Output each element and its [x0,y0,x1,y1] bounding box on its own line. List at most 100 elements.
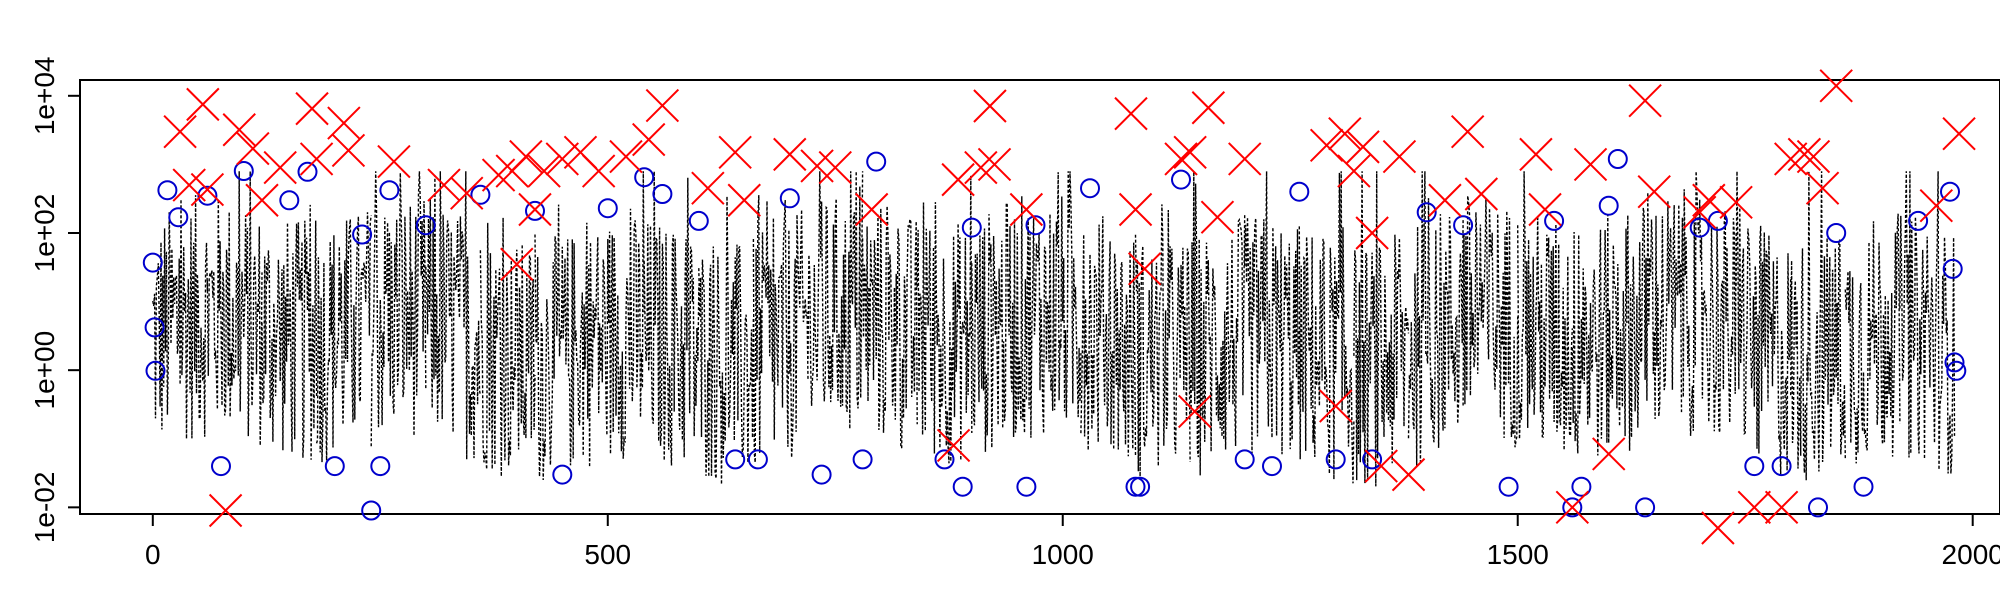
cross-point [208,493,243,528]
line-segment [1244,171,1300,455]
line-segment [1298,171,1355,484]
circle-point [1171,169,1191,190]
circle-point [142,252,163,273]
cross-point [1127,252,1162,286]
cross-point [1628,83,1662,118]
cross-point [800,149,834,183]
cross-point [1737,490,1772,525]
cross-point [1173,135,1207,170]
circle-point [352,224,373,245]
cross-point [427,168,461,202]
line-segment [1844,213,1901,464]
cross-point [1328,117,1362,151]
circle-point [415,215,436,236]
x-tick-label: 2000 [1942,539,2000,570]
cross-point [1796,139,1831,174]
line-segment [698,196,755,485]
circle-point [233,161,254,181]
line-segment [1189,171,1246,476]
cross-point [977,147,1012,182]
circle-point [552,464,573,485]
circle-point [1234,449,1255,470]
line-segment [1571,214,1628,456]
circle-point [379,180,400,201]
circle-point [1262,456,1282,477]
circle-point [1853,476,1874,497]
cross-point [727,183,761,217]
y-tick-label: 1e+02 [29,194,60,273]
circle-point [725,449,746,470]
cross-point [1805,171,1840,205]
line-segment [1790,171,1846,481]
cross-point [545,142,579,176]
cross-point [1774,142,1808,176]
cross-point [245,183,279,217]
circle-point [779,188,800,209]
circle-point [145,360,166,381]
line-segment [916,175,973,464]
circle-point [470,184,491,205]
circle-point [1771,456,1792,477]
cross-point [295,91,329,126]
y-axis: 1e-02 1e+00 1e+02 1e+04 [29,56,80,543]
line-segment [1080,216,1137,457]
y-tick-label: 1e+00 [29,331,60,410]
circle-point [1744,456,1765,477]
circle-point [211,456,231,477]
cross-point [1701,511,1735,545]
cross-point [1692,183,1726,217]
line-segment [752,195,809,463]
cross-point [1191,91,1226,125]
circle-point [1453,215,1474,236]
x-axis: 0 500 1000 1500 2000 [145,514,2000,570]
circle-point [1025,215,1046,236]
cross-point [1428,183,1462,217]
circle-point [747,449,768,470]
cross-point [1528,192,1562,227]
cross-point [186,87,220,122]
cross-point [1637,174,1671,209]
cross-point [632,122,666,157]
line-segment [861,205,918,449]
cross-point [1573,147,1608,182]
circle-point [1808,497,1828,518]
cross-point [718,135,752,170]
circle-point [279,190,300,211]
x-tick-label: 500 [584,539,631,570]
cross-point [1919,188,1954,223]
circle-point [1130,476,1151,497]
cross-point [1337,154,1371,188]
cross-point [1364,449,1398,483]
circle-point [688,210,709,231]
circle-point [1289,181,1310,202]
line-segment [643,171,700,466]
circle-point [597,198,618,219]
cross-point [1450,114,1485,149]
cross-point [773,137,807,172]
circle-point [1544,210,1565,231]
cross-point [331,133,366,168]
cross-point [1355,216,1389,250]
line-segment [370,171,427,447]
cross-point [190,172,225,207]
cross-point [941,162,975,197]
circle-point [952,476,973,497]
circle-point [1607,149,1628,169]
cross-point [854,192,889,227]
line-segment [152,195,209,439]
circle-point [1942,258,1963,279]
circle-point [961,217,982,238]
circle-point [866,151,887,172]
circle-point [934,449,955,470]
cross-point [263,150,297,185]
circle-point [197,185,218,206]
circle-point [1325,449,1346,470]
cross-point [691,171,725,205]
circle-point [1940,181,1960,202]
line-segment [1899,171,1956,474]
line-segment [1025,171,1082,438]
cross-point [1200,200,1235,234]
circle-point [525,200,545,221]
line-segment [534,204,591,481]
